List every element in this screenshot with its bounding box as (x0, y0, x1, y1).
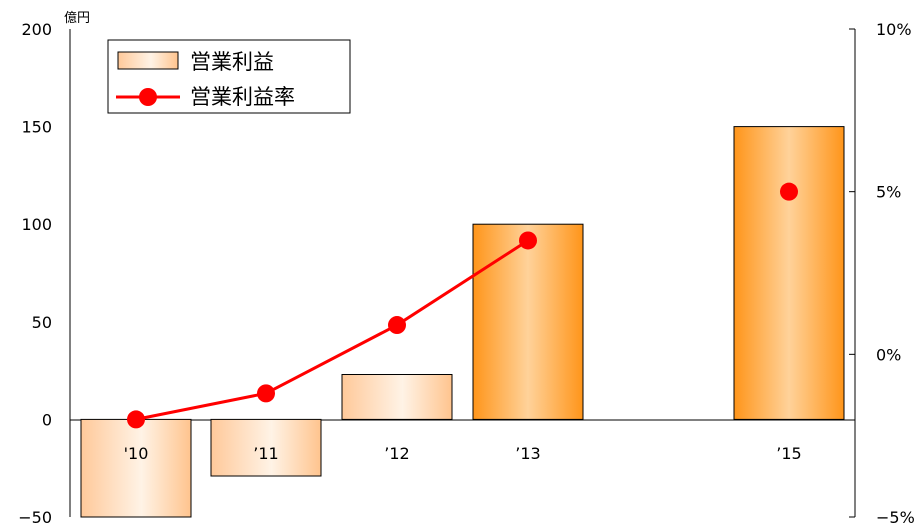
category-label: '10 (124, 444, 149, 463)
category-labels: '10 ’11 ’12 ’13 ’15 (124, 444, 802, 463)
left-axis-unit: 億円 (64, 10, 90, 26)
legend-line-marker (139, 88, 157, 106)
margin-point (257, 384, 275, 403)
right-tick-label: −5% (876, 508, 915, 527)
right-axis-ticks: −5% 0% 5% 10% (849, 20, 915, 527)
left-tick-label: 200 (21, 20, 52, 39)
legend-line-label: 営業利益率 (190, 85, 295, 109)
left-tick-label: 150 (21, 118, 52, 137)
legend: 営業利益 営業利益率 (107, 39, 351, 114)
margin-line (135, 239, 529, 421)
left-tick-label: 50 (32, 313, 52, 332)
category-label: ’15 (776, 444, 801, 463)
category-label: ’12 (384, 444, 409, 463)
margin-point (519, 231, 537, 250)
right-tick-label: 0% (876, 345, 901, 364)
margin-point (780, 182, 798, 201)
bar (733, 126, 845, 420)
right-tick-label: 5% (876, 183, 901, 202)
legend-bar-label: 営業利益 (190, 50, 274, 74)
left-axis-ticks: −50 0 50 100 150 200 (18, 20, 52, 527)
bar (341, 374, 453, 420)
left-tick-label: −50 (18, 508, 52, 527)
margin-point (127, 410, 145, 429)
category-label: ’13 (515, 444, 540, 463)
left-tick-label: 0 (42, 410, 52, 429)
bar (472, 223, 584, 420)
right-tick-label: 10% (876, 20, 912, 39)
bar (210, 418, 322, 477)
margin-line-series (127, 182, 798, 429)
left-tick-label: 100 (21, 215, 52, 234)
bars (80, 126, 845, 518)
legend-bar-swatch (117, 51, 179, 70)
margin-point (388, 316, 406, 335)
bar (80, 418, 192, 518)
category-label: ’11 (253, 444, 278, 463)
